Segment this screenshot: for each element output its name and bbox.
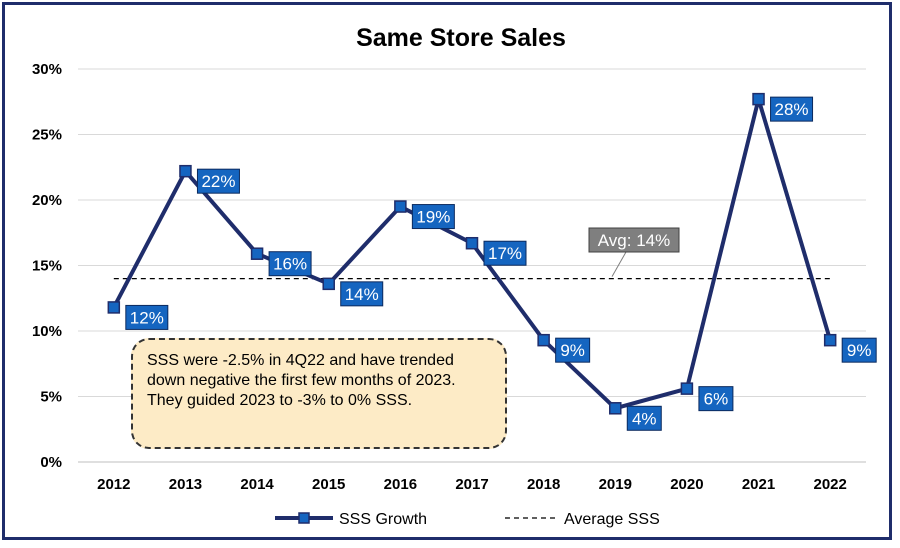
y-axis: 0% 5% 10% 15% 20% 25% 30% — [32, 61, 62, 471]
data-label-box — [698, 386, 734, 412]
legend-sss-growth-label: SSS Growth — [339, 511, 427, 528]
x-tick-label: 2019 — [599, 476, 632, 493]
data-point-marker — [179, 164, 192, 178]
x-tick-label: 2022 — [813, 476, 846, 493]
data-label: 22% — [201, 172, 235, 191]
data-label-box — [411, 204, 455, 230]
data-labels: 12% 22% 16% 14% 19% 17% 9% 4% 6% 28% 9% — [125, 96, 877, 431]
x-tick-label: 2014 — [240, 476, 274, 493]
y-tick-label: 0% — [40, 454, 62, 471]
data-label-box — [340, 281, 384, 307]
y-tick-label: 15% — [32, 258, 62, 275]
data-point-marker — [680, 382, 694, 395]
data-label: 16% — [273, 255, 307, 274]
data-label-box — [268, 251, 312, 277]
chart-title: Same Store Sales — [356, 24, 566, 52]
data-label: 4% — [632, 409, 657, 428]
data-label: 12% — [130, 308, 164, 327]
data-label-box — [483, 240, 527, 266]
data-label: 9% — [560, 341, 585, 360]
average-callout: Avg: 14% — [588, 227, 680, 277]
x-tick-label: 2020 — [670, 476, 703, 493]
data-label: 14% — [345, 285, 379, 304]
average-callout-text: Avg: 14% — [598, 231, 670, 250]
data-point-marker — [752, 92, 765, 106]
legend: SSS Growth Average SSS — [275, 511, 660, 528]
sss-growth-series — [107, 92, 837, 415]
x-axis: 2012 2013 2014 2015 2016 2017 2018 2019 2020 2021… — [97, 476, 847, 493]
y-tick-label: 10% — [32, 323, 62, 340]
x-tick-label: 2021 — [742, 476, 775, 493]
chart-frame — [2, 2, 892, 540]
data-point-marker — [823, 333, 837, 347]
data-label-box — [555, 337, 591, 363]
data-label-box — [196, 168, 240, 194]
data-point-marker — [609, 402, 622, 415]
data-point-marker — [465, 236, 479, 250]
data-label-box — [125, 304, 169, 330]
x-tick-label: 2013 — [169, 476, 202, 493]
annotation-note-text: SSS were -2.5% in 4Q22 and have trended … — [147, 352, 456, 409]
x-tick-label: 2016 — [384, 476, 417, 493]
legend-average-label: Average SSS — [564, 511, 660, 528]
x-tick-label: 2012 — [97, 476, 130, 493]
data-point-marker — [322, 277, 335, 291]
y-tick-label: 25% — [32, 127, 62, 144]
average-callout-box — [588, 227, 680, 253]
data-label: 28% — [775, 100, 809, 119]
data-label-box — [770, 96, 814, 122]
data-point-marker — [107, 301, 121, 314]
data-label: 9% — [847, 341, 872, 360]
y-tick-label: 30% — [32, 61, 62, 78]
data-label: 19% — [416, 208, 450, 227]
x-tick-label: 2017 — [455, 476, 488, 493]
x-tick-label: 2015 — [312, 476, 345, 493]
average-callout-leader — [611, 251, 627, 277]
data-label-box — [841, 337, 877, 363]
data-label-box — [626, 405, 662, 431]
y-tick-label: 5% — [40, 389, 62, 406]
annotation-note: SSS were -2.5% in 4Q22 and have trended … — [131, 338, 507, 449]
data-point-marker — [394, 200, 407, 213]
data-label: 6% — [704, 390, 729, 409]
y-tick-label: 20% — [32, 192, 62, 209]
data-point-marker — [537, 333, 550, 347]
data-point-marker — [250, 247, 264, 260]
legend-sss-growth-marker — [298, 512, 310, 524]
x-tick-label: 2018 — [527, 476, 560, 493]
data-label: 17% — [488, 244, 522, 263]
